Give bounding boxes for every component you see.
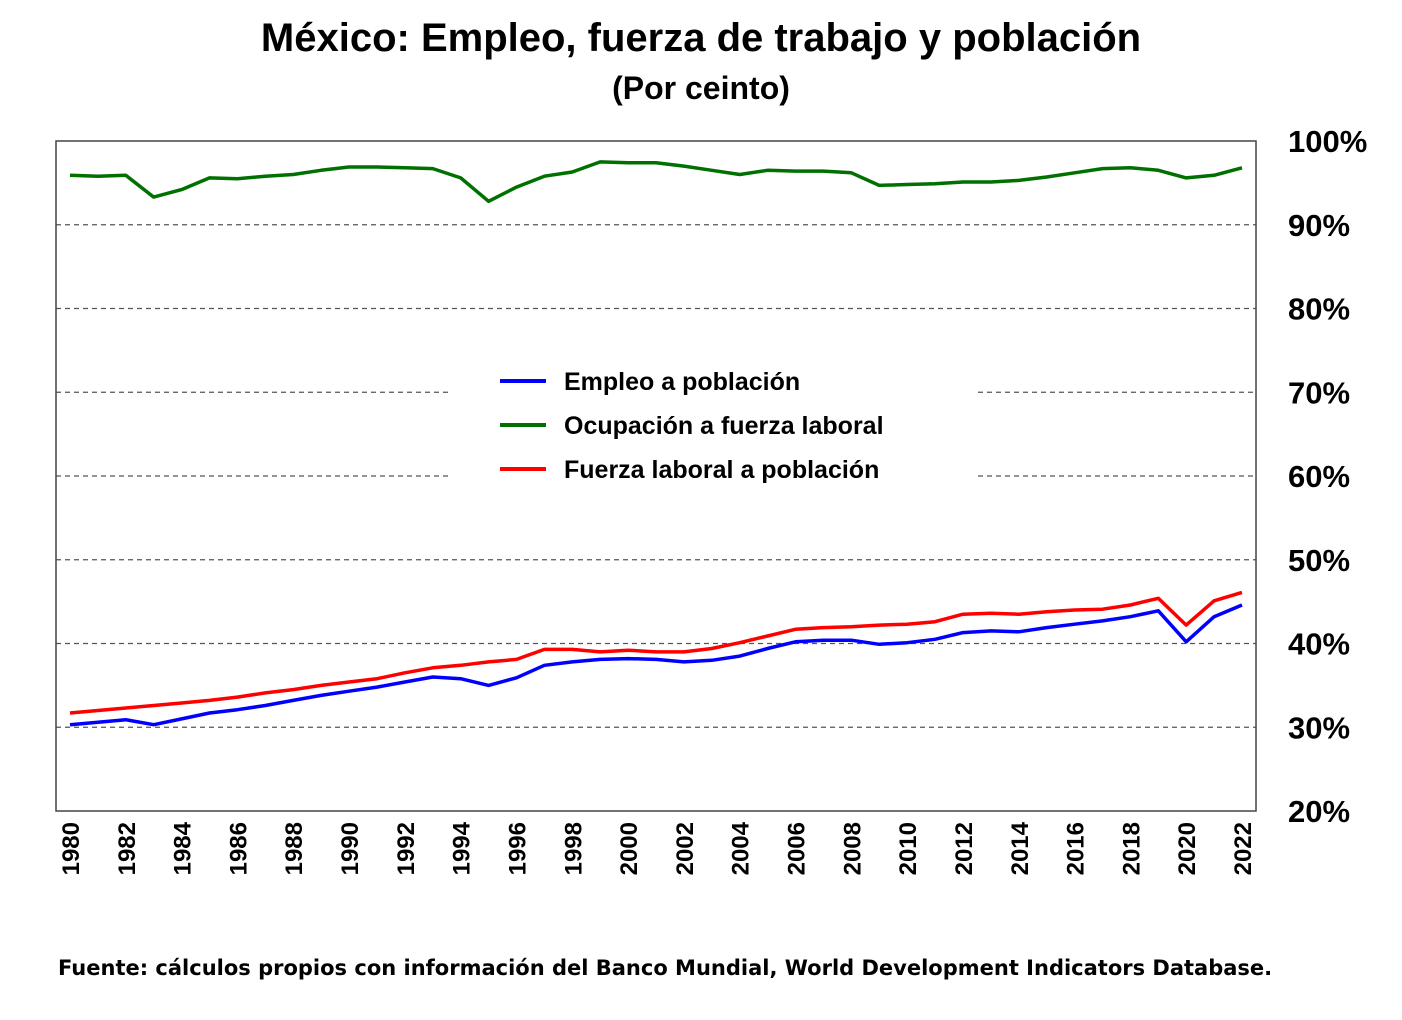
legend: Empleo a población Ocupación a fuerza lab… bbox=[500, 368, 884, 484]
x-tick-label: 2004 bbox=[728, 821, 755, 875]
x-tick-label: 1988 bbox=[281, 822, 308, 875]
y-tick-label: 30% bbox=[1288, 710, 1350, 745]
y-axis-tick-labels: 100% 90% 80% 70% 60% 50% 40% 30% 20% bbox=[1288, 124, 1367, 829]
chart-subtitle: (Por ceinto) bbox=[612, 70, 790, 106]
series-lines bbox=[69, 160, 1243, 727]
x-tick-label: 1992 bbox=[393, 822, 420, 875]
x-tick-label: 1984 bbox=[170, 821, 197, 875]
x-axis-tick-labels: 1980 1982 1984 1986 1988 1990 1992 1994 1996 1998… bbox=[58, 821, 1257, 875]
x-tick-label: 1990 bbox=[337, 822, 364, 875]
x-tick-label: 1996 bbox=[504, 822, 531, 875]
legend-label: Fuerza laboral a población bbox=[564, 456, 879, 484]
y-tick-label: 70% bbox=[1288, 375, 1350, 410]
legend-label: Empleo a población bbox=[564, 368, 800, 396]
source-note: Fuente: cálculos propios con información… bbox=[58, 956, 1273, 980]
y-tick-label: 80% bbox=[1288, 292, 1350, 327]
x-tick-label: 2010 bbox=[895, 822, 922, 875]
x-tick-label: 1980 bbox=[58, 822, 85, 875]
y-tick-label: 50% bbox=[1288, 543, 1350, 578]
y-tick-label: 90% bbox=[1288, 208, 1350, 243]
series-line-2 bbox=[69, 160, 1243, 204]
x-tick-label: 1998 bbox=[560, 822, 587, 875]
x-tick-label: 2014 bbox=[1007, 821, 1034, 875]
y-tick-label: 100% bbox=[1288, 124, 1367, 159]
x-tick-label: 2008 bbox=[839, 822, 866, 875]
y-tick-label: 60% bbox=[1288, 459, 1350, 494]
x-tick-label: 2018 bbox=[1118, 822, 1145, 875]
chart-title: México: Empleo, fuerza de trabajo y pobl… bbox=[260, 16, 1142, 60]
series-line-1 bbox=[69, 603, 1243, 727]
plot-frame bbox=[55, 140, 1257, 812]
y-tick-label: 20% bbox=[1288, 794, 1350, 829]
gridlines bbox=[56, 224, 1256, 728]
x-tick-label: 2022 bbox=[1230, 822, 1257, 875]
legend-label: Ocupación a fuerza laboral bbox=[564, 412, 884, 440]
series-line-3 bbox=[69, 590, 1243, 715]
x-tick-label: 1982 bbox=[114, 822, 141, 875]
x-tick-label: 2016 bbox=[1063, 822, 1090, 875]
x-tick-label: 2020 bbox=[1174, 822, 1201, 875]
x-tick-label: 2002 bbox=[672, 822, 699, 875]
x-tick-label: 1986 bbox=[225, 822, 252, 875]
y-tick-label: 40% bbox=[1288, 627, 1350, 662]
x-tick-label: 2000 bbox=[616, 822, 643, 875]
axes bbox=[55, 140, 1257, 812]
x-tick-label: 2012 bbox=[951, 822, 978, 875]
x-tick-label: 1994 bbox=[449, 821, 476, 875]
x-tick-label: 2006 bbox=[784, 822, 811, 875]
